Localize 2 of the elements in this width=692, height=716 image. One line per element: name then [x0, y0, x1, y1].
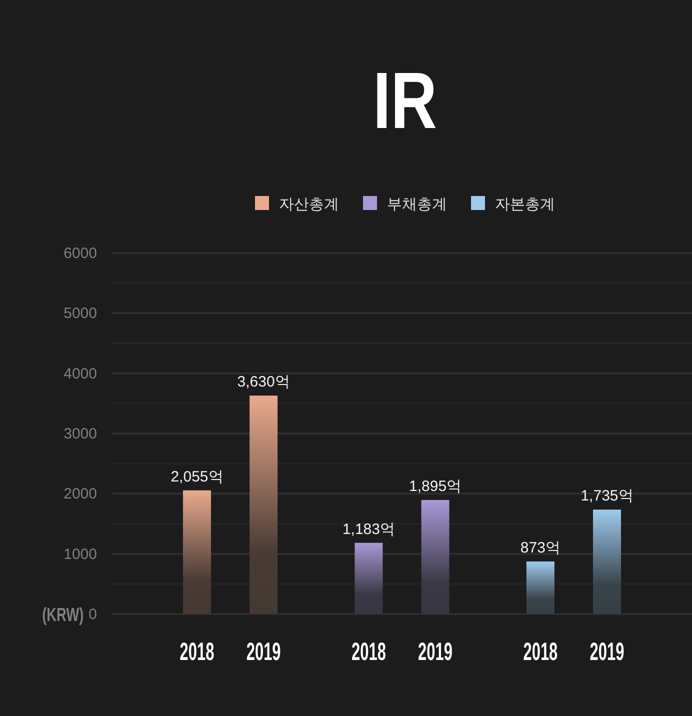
ylabel: (KRW) — [42, 604, 84, 626]
title: IR — [373, 56, 437, 146]
